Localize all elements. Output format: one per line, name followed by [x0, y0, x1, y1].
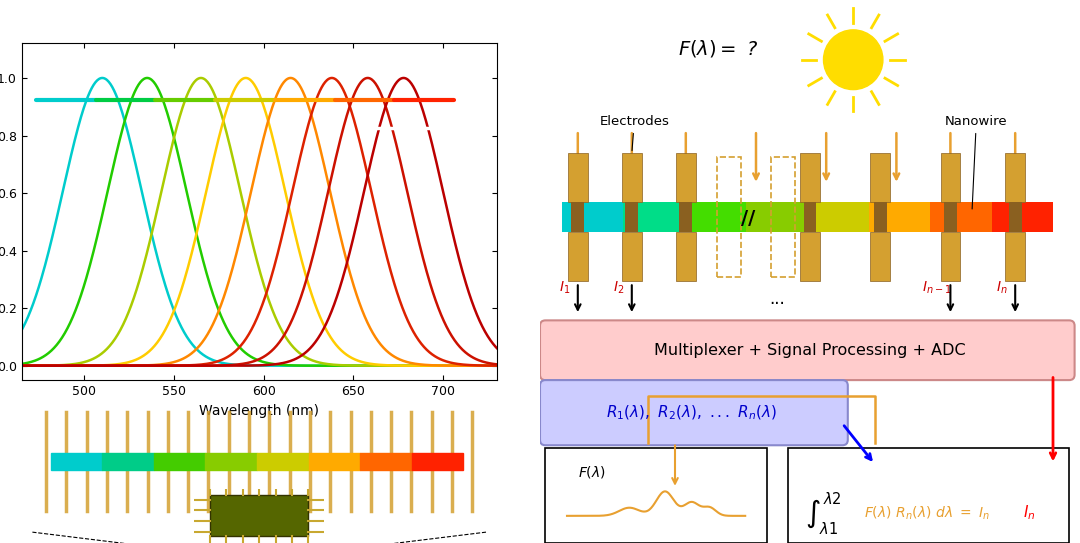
Bar	[210, 495, 309, 536]
Bar	[622, 154, 642, 203]
Bar	[568, 154, 588, 203]
Bar	[874, 202, 887, 232]
Text: Multiplexer + Signal Processing + ADC: Multiplexer + Signal Processing + ADC	[654, 343, 966, 358]
Bar	[807, 202, 868, 232]
Bar	[1009, 202, 1022, 232]
Text: $I_2$: $I_2$	[612, 280, 624, 296]
Text: //: //	[741, 209, 755, 228]
Bar	[625, 202, 638, 232]
Bar	[944, 202, 957, 232]
Text: $R_1(\lambda),\ R_2(\lambda),\ ...\ R_n(\lambda)$: $R_1(\lambda),\ R_2(\lambda),\ ...\ R_n(…	[606, 403, 777, 422]
Text: $I_n$: $I_n$	[996, 280, 1008, 296]
Bar	[545, 448, 767, 543]
Bar	[51, 453, 103, 470]
Bar	[941, 154, 960, 203]
Bar	[1005, 232, 1025, 281]
Bar	[804, 202, 816, 232]
Bar	[568, 232, 588, 281]
Bar	[676, 232, 696, 281]
Text: $F(\lambda)\ R_n(\lambda)\ d\lambda\ =\ I_n$: $F(\lambda)\ R_n(\lambda)\ d\lambda\ =\ …	[864, 504, 990, 522]
Circle shape	[824, 30, 883, 90]
Bar	[800, 154, 820, 203]
Bar	[411, 453, 463, 470]
Bar	[717, 157, 741, 277]
Bar	[676, 154, 696, 203]
Bar	[257, 453, 309, 470]
Bar	[679, 202, 692, 232]
Bar	[870, 154, 890, 203]
Bar	[103, 453, 153, 470]
Bar	[685, 202, 746, 232]
Bar	[1005, 154, 1025, 203]
Bar	[771, 157, 795, 277]
Bar	[870, 232, 890, 281]
Bar	[571, 202, 584, 232]
Text: Nanowire: Nanowire	[945, 115, 1008, 209]
Text: $I_n$: $I_n$	[1024, 504, 1036, 522]
Bar	[153, 453, 205, 470]
Bar	[991, 202, 1053, 232]
Bar	[622, 232, 642, 281]
Text: $F(\lambda)$: $F(\lambda)$	[578, 464, 606, 481]
Bar	[623, 202, 685, 232]
FancyBboxPatch shape	[540, 320, 1075, 380]
Bar	[788, 448, 1069, 543]
Bar	[205, 453, 257, 470]
Bar	[941, 232, 960, 281]
Text: $\int_{\lambda 1}^{\lambda 2}$: $\int_{\lambda 1}^{\lambda 2}$	[805, 490, 841, 536]
Text: Electrodes: Electrodes	[599, 115, 670, 150]
Bar	[562, 202, 623, 232]
Bar	[800, 232, 820, 281]
Bar	[309, 453, 360, 470]
Bar	[360, 453, 411, 470]
Text: $F(\lambda) = $ ?: $F(\lambda) = $ ?	[678, 39, 758, 59]
FancyBboxPatch shape	[540, 380, 848, 445]
Text: $I_{n-1}$: $I_{n-1}$	[922, 280, 951, 296]
X-axis label: Wavelength (nm): Wavelength (nm)	[199, 403, 320, 418]
Bar	[930, 202, 991, 232]
Bar	[746, 202, 807, 232]
Bar	[868, 202, 930, 232]
Text: ...: ...	[770, 289, 785, 308]
Text: $I_1$: $I_1$	[558, 280, 570, 296]
